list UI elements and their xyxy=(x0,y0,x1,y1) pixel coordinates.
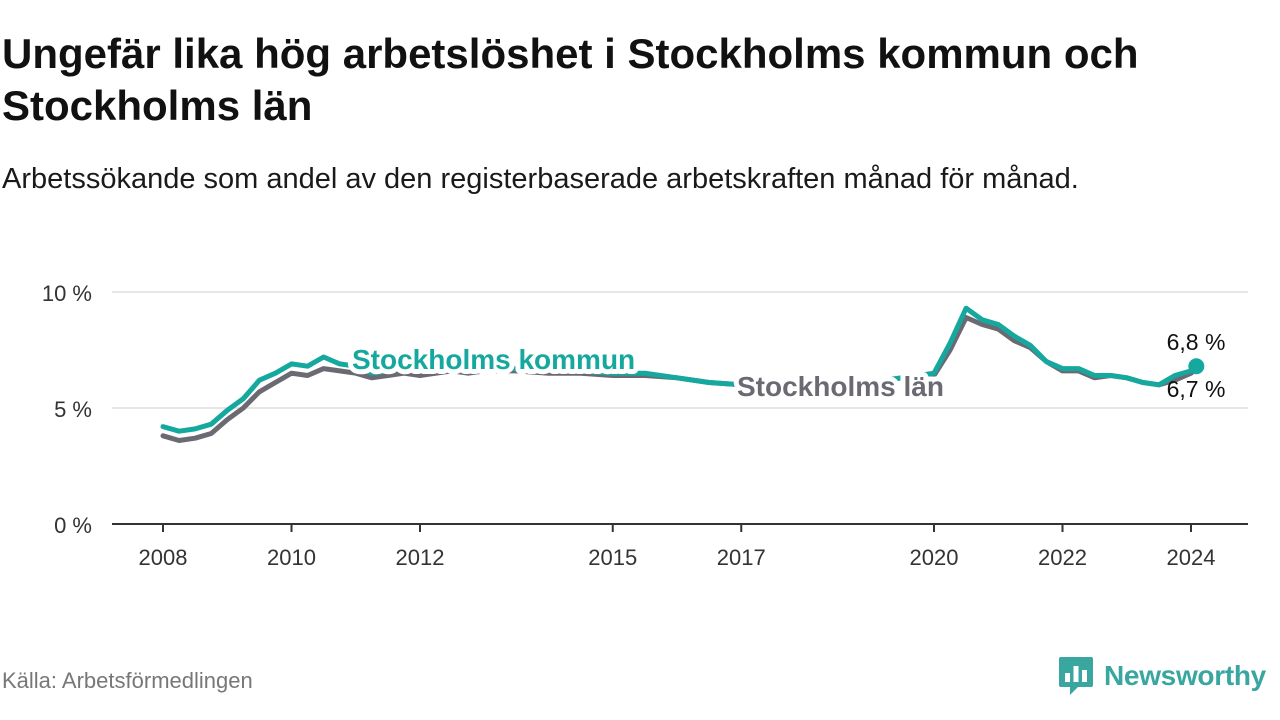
chart-subtitle: Arbetssökande som andel av den registerb… xyxy=(2,163,1079,195)
end-label-lan: 6,7 % xyxy=(1167,376,1226,402)
series-label-lan: Stockholms län xyxy=(737,371,944,402)
x-tick-label: 2022 xyxy=(1038,545,1087,570)
x-tick-label: 2015 xyxy=(588,545,637,570)
brand-name: Newsworthy xyxy=(1104,660,1266,691)
series-label-kommun: Stockholms kommun xyxy=(352,344,635,375)
y-tick-label: 5 % xyxy=(54,397,92,422)
end-point-kommun xyxy=(1188,358,1205,375)
x-tick-label: 2024 xyxy=(1167,545,1216,570)
end-label-kommun: 6,8 % xyxy=(1167,329,1226,355)
x-tick-label: 2020 xyxy=(910,545,959,570)
series-line-kommun xyxy=(160,305,1199,434)
x-tick-label: 2010 xyxy=(267,545,316,570)
brand-logo: Newsworthy xyxy=(1058,655,1266,697)
chart-title: Ungefär lika hög arbetslöshet i Stockhol… xyxy=(2,30,1139,129)
source-note: Källa: Arbetsförmedlingen xyxy=(2,668,253,693)
y-tick-label: 0 % xyxy=(54,513,92,538)
series-label-kommun-halo: Stockholms kommun xyxy=(352,344,635,375)
series-label-lan-halo: Stockholms län xyxy=(737,371,944,402)
x-tick-label: 2008 xyxy=(139,545,188,570)
y-tick-label: 10 % xyxy=(42,281,92,306)
x-tick-label: 2017 xyxy=(717,545,766,570)
bar-chart-bubble-icon xyxy=(1059,657,1093,695)
x-tick-label: 2012 xyxy=(396,545,445,570)
